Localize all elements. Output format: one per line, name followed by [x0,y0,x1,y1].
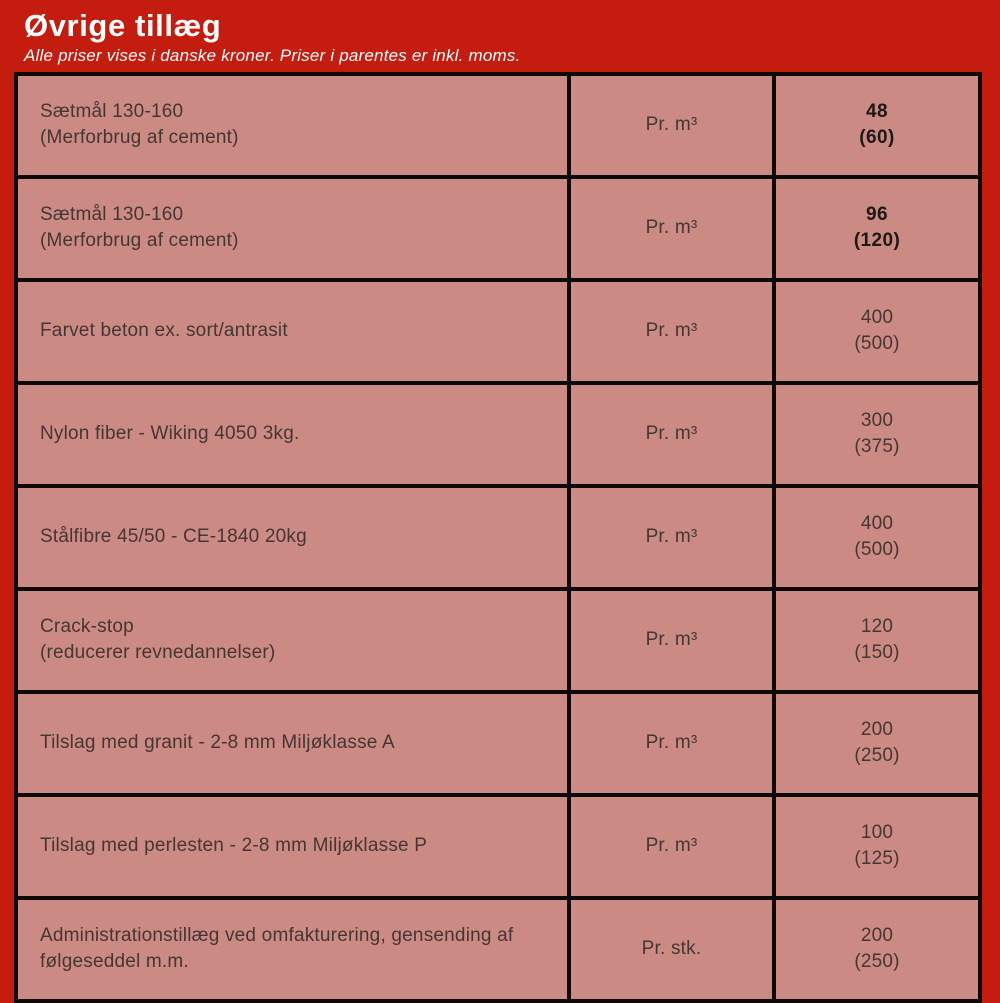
page-title: Øvrige tillæg [24,8,222,43]
row-price: 400 (500) [772,483,982,591]
price-table: Sætmål 130-160 (Merforbrug af cement) Pr… [14,71,982,1003]
price-excl-vat: 120 [860,615,894,637]
row-label: Crack-stop (reducerer revnedannelser) [14,586,571,694]
table-row: Nylon fiber - Wiking 4050 3kg. Pr. m³ 30… [14,380,982,488]
price-excl-vat: 400 [860,306,894,328]
row-label: Farvet beton ex. sort/antrasit [14,277,571,385]
table-row: Crack-stop (reducerer revnedannelser) Pr… [14,586,982,694]
row-label: Administrationstillæg ved omfakturering,… [14,895,571,1003]
page-subtitle: Alle priser vises i danske kroner. Prise… [24,45,521,65]
table-row: Sætmål 130-160 (Merforbrug af cement) Pr… [14,174,982,282]
table-row: Tilslag med granit - 2-8 mm Miljøklasse … [14,689,982,797]
row-unit: Pr. m³ [567,174,776,282]
price-excl-vat: 100 [860,821,894,843]
row-price: 200 (250) [772,895,982,1003]
price-excl-vat: 200 [860,718,894,740]
table-row: Administrationstillæg ved omfakturering,… [14,895,982,1003]
row-unit: Pr. m³ [567,586,776,694]
row-price: 96 (120) [772,174,982,282]
table-row: Sætmål 130-160 (Merforbrug af cement) Pr… [14,71,982,179]
row-unit: Pr. m³ [567,483,776,591]
row-price: 100 (125) [772,792,982,900]
row-unit: Pr. m³ [567,71,776,179]
price-excl-vat: 200 [860,924,894,946]
row-label: Tilslag med perlesten - 2-8 mm Miljøklas… [14,792,571,900]
table-row: Stålfibre 45/50 - CE-1840 20kg Pr. m³ 40… [14,483,982,591]
row-label: Sætmål 130-160 (Merforbrug af cement) [14,71,571,179]
table-row: Tilslag med perlesten - 2-8 mm Miljøklas… [14,792,982,900]
price-incl-vat: (500) [854,539,900,561]
price-excl-vat: 48 [866,100,888,122]
price-excl-vat: 300 [860,409,894,431]
row-price: 200 (250) [772,689,982,797]
row-unit: Pr. m³ [567,380,776,488]
page-header: Øvrige tillæg Alle priser vises i danske… [0,0,1000,66]
row-unit: Pr. m³ [567,689,776,797]
row-price: 120 (150) [772,586,982,694]
price-incl-vat: (375) [854,436,900,458]
table-row: Farvet beton ex. sort/antrasit Pr. m³ 40… [14,277,982,385]
row-label: Tilslag med granit - 2-8 mm Miljøklasse … [14,689,571,797]
price-incl-vat: (60) [859,127,895,149]
price-incl-vat: (500) [854,333,900,355]
price-incl-vat: (250) [854,951,900,973]
price-incl-vat: (250) [854,745,900,767]
price-incl-vat: (150) [854,642,900,664]
price-incl-vat: (125) [854,848,900,870]
row-label: Sætmål 130-160 (Merforbrug af cement) [14,174,571,282]
row-unit: Pr. m³ [567,277,776,385]
row-unit: Pr. stk. [567,895,776,1003]
price-excl-vat: 400 [860,512,894,534]
price-excl-vat: 96 [866,203,888,225]
row-price: 48 (60) [772,71,982,179]
price-table-body: Sætmål 130-160 (Merforbrug af cement) Pr… [14,71,982,1003]
row-price: 400 (500) [772,277,982,385]
row-unit: Pr. m³ [567,792,776,900]
row-label: Nylon fiber - Wiking 4050 3kg. [14,380,571,488]
price-incl-vat: (120) [853,230,901,252]
row-price: 300 (375) [772,380,982,488]
row-label: Stålfibre 45/50 - CE-1840 20kg [14,483,571,591]
